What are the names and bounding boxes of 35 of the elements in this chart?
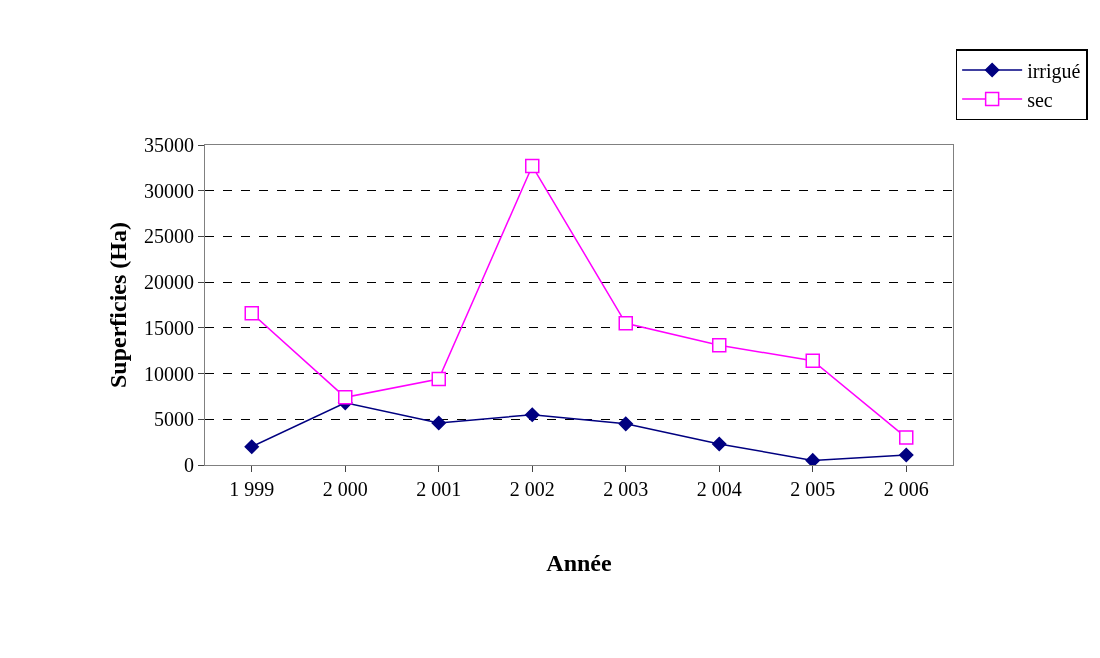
x-tick-label: 2 002 <box>509 478 555 500</box>
point <box>618 316 633 331</box>
point <box>338 390 353 405</box>
point <box>431 415 446 431</box>
x-tick-label: 1 999 <box>229 478 275 500</box>
point <box>712 337 727 353</box>
y-tick-label: 0 <box>184 454 194 476</box>
x-axis-title: Année <box>546 550 613 577</box>
x-tick-label: 2 003 <box>603 478 649 500</box>
legend-label: sec <box>1027 88 1053 111</box>
y-tick-label: 10000 <box>144 362 194 385</box>
y-tick-label: 15000 <box>144 316 194 339</box>
legend-label: irrigué <box>1027 59 1081 83</box>
point <box>244 439 259 454</box>
point <box>899 447 914 463</box>
point <box>899 430 914 445</box>
x-tick-label: 2 001 <box>416 478 462 500</box>
point <box>712 436 727 452</box>
x-tick-label: 2 000 <box>322 478 368 500</box>
point <box>431 371 446 387</box>
y-tick-label: 20000 <box>144 271 194 294</box>
point <box>618 416 633 432</box>
x-tick-label: 2 006 <box>883 478 929 500</box>
y-tick-label: 5000 <box>154 408 194 431</box>
y-tick-label: 30000 <box>144 179 194 202</box>
point <box>805 453 820 465</box>
x-tick-label: 2 004 <box>696 478 742 500</box>
point <box>525 407 540 422</box>
y-axis-title: Superficies (Ha) <box>105 222 132 388</box>
point <box>525 158 540 174</box>
y-tick-label: 35000 <box>144 134 194 156</box>
point <box>805 353 820 369</box>
y-tick-label: 25000 <box>144 225 194 248</box>
point <box>244 305 259 321</box>
x-tick-label: 2 005 <box>790 478 836 500</box>
